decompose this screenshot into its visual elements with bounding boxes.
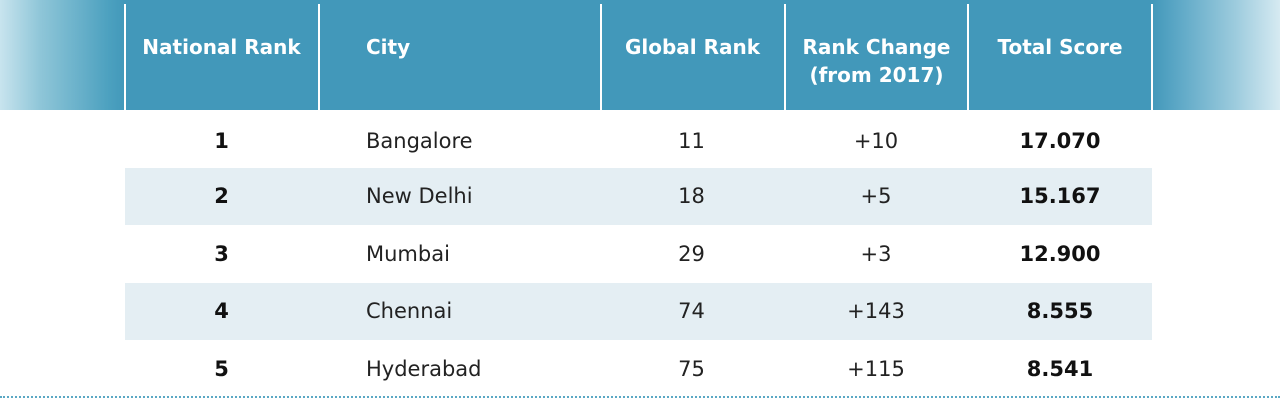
column-divider xyxy=(784,4,786,110)
header-national-rank: National Rank xyxy=(125,0,318,110)
total-score-cell: 8.541 xyxy=(1026,357,1094,381)
header-rank-change-line1: Rank Change xyxy=(802,35,951,59)
rank-change-cell: +10 xyxy=(853,129,899,153)
header-total-score: Total Score xyxy=(968,0,1152,110)
total-score-cell: 17.070 xyxy=(1019,129,1101,153)
column-divider xyxy=(967,4,969,110)
table-header xyxy=(0,0,1280,110)
total-score-cell: 12.900 xyxy=(1019,242,1101,266)
header-national-rank-label: National Rank xyxy=(142,35,301,59)
header-total-score-label: Total Score xyxy=(997,35,1123,59)
header-rank-change: Rank Change (from 2017) xyxy=(785,0,968,110)
header-global-rank: Global Rank xyxy=(601,0,784,110)
national-rank-cell: 2 xyxy=(214,184,229,208)
header-global-rank-label: Global Rank xyxy=(624,35,761,59)
table-row: 5 Hyderabad 75 +115 8.541 xyxy=(125,341,1152,398)
global-rank-cell: 18 xyxy=(678,184,705,208)
national-rank-cell: 5 xyxy=(214,357,229,381)
header-city-label: City xyxy=(366,35,411,59)
header-rank-change-label: Rank Change (from 2017) xyxy=(803,33,951,89)
city-cell: Mumbai xyxy=(366,242,450,266)
city-cell: Hyderabad xyxy=(366,357,482,381)
column-divider xyxy=(600,4,602,110)
rank-change-cell: +5 xyxy=(860,184,892,208)
column-divider xyxy=(1151,4,1153,110)
table-row: 3 Mumbai 29 +3 12.900 xyxy=(125,226,1152,283)
global-rank-cell: 74 xyxy=(678,299,705,323)
global-rank-cell: 75 xyxy=(678,357,705,381)
dotted-rule xyxy=(0,396,1280,398)
national-rank-cell: 1 xyxy=(214,129,229,153)
column-divider xyxy=(318,4,320,110)
header-city: City xyxy=(366,0,596,110)
city-cell: Bangalore xyxy=(366,129,473,153)
table-row: 2 New Delhi 18 +5 15.167 xyxy=(125,168,1152,225)
table-row: 4 Chennai 74 +143 8.555 xyxy=(125,283,1152,340)
global-rank-cell: 29 xyxy=(678,242,705,266)
rank-change-cell: +3 xyxy=(860,242,892,266)
total-score-cell: 15.167 xyxy=(1019,184,1101,208)
rank-change-cell: +115 xyxy=(847,357,905,381)
header-rank-change-line2: (from 2017) xyxy=(809,63,944,87)
national-rank-cell: 3 xyxy=(214,242,229,266)
total-score-cell: 8.555 xyxy=(1026,299,1094,323)
city-cell: Chennai xyxy=(366,299,453,323)
rank-change-cell: +143 xyxy=(847,299,905,323)
table-row: 1 Bangalore 11 +10 17.070 xyxy=(125,113,1152,170)
national-rank-cell: 4 xyxy=(214,299,229,323)
global-rank-cell: 11 xyxy=(678,129,705,153)
city-cell: New Delhi xyxy=(366,184,473,208)
column-divider xyxy=(124,4,126,110)
